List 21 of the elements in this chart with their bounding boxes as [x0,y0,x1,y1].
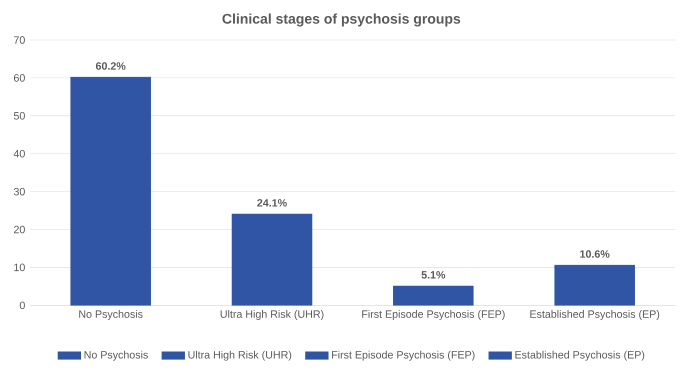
y-tick-label: 20 [14,226,25,234]
x-tick-label: Ultra High Risk (UHR) [220,310,324,320]
y-tick-label: 0 [20,302,25,310]
data-label: 10.6% [580,250,610,258]
legend-label: Ultra High Risk (UHR) [188,350,292,361]
legend-label: First Episode Psychosis (FEP) [332,350,475,361]
legend-label: Established Psychosis (EP) [515,350,644,361]
legend-label: No Psychosis [84,350,148,361]
x-tick-label: No Psychosis [79,310,143,320]
y-tick-label: 50 [14,112,25,120]
x-tick-label: First Episode Psychosis (FEP) [362,310,505,320]
data-label: 5.1% [422,271,446,279]
y-tick-label: 60 [14,74,25,82]
data-label: 60.2% [96,62,126,70]
x-tick-label: Established Psychosis (EP) [530,310,660,320]
y-tick-label: 70 [14,36,25,44]
chart-title: Clinical stages of psychosis groups [222,13,460,27]
y-tick-label: 40 [14,150,25,158]
y-tick-label: 30 [14,188,25,196]
data-label: 24.1% [257,199,287,207]
y-tick-label: 10 [14,264,25,272]
